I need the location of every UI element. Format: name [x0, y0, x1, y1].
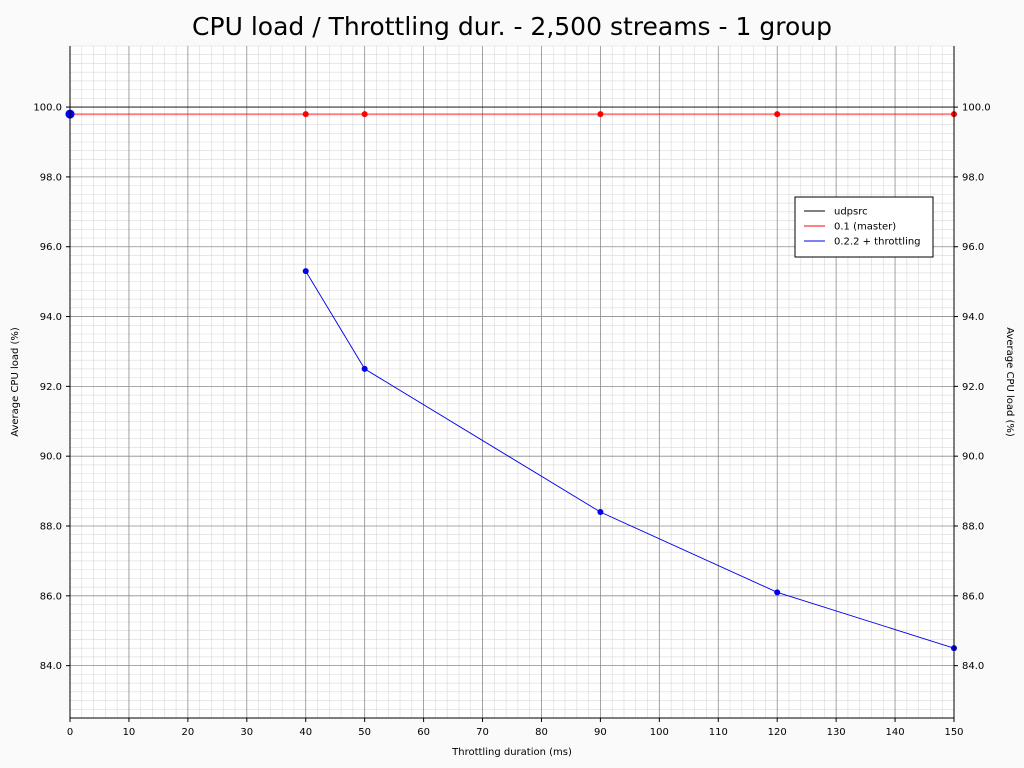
minor-grid: [70, 45, 954, 719]
legend-entry: 0.1 (master): [834, 222, 896, 233]
y-tick-label-left: 94.0: [40, 312, 62, 323]
y-axis-label-left: Average CPU load (%): [10, 327, 21, 437]
x-tick-label: 130: [827, 727, 846, 738]
x-tick-label: 50: [358, 727, 371, 738]
y-axis-ticks-left: 84.0 86.0 88.0 90.0 92.0 94.0 96.0 98.0 100.0: [33, 103, 70, 672]
axes-frame: [69, 46, 955, 719]
y-tick-label-right: 98.0: [962, 172, 984, 183]
y-tick-label-left: 86.0: [40, 591, 62, 602]
y-tick-label-left: 84.0: [40, 661, 62, 672]
data-point: [597, 111, 604, 118]
x-tick-label: 150: [944, 727, 963, 738]
data-point: [774, 589, 781, 596]
y-tick-label-right: 88.0: [962, 522, 984, 533]
y-tick-label-right: 92.0: [962, 382, 984, 393]
x-tick-label: 80: [535, 727, 548, 738]
y-tick-label-left: 98.0: [40, 172, 62, 183]
x-tick-label: 60: [417, 727, 430, 738]
x-tick-label: 140: [886, 727, 905, 738]
data-point: [774, 111, 781, 118]
x-tick-label: 70: [476, 727, 489, 738]
x-tick-label: 20: [181, 727, 194, 738]
x-tick-label: 90: [594, 727, 607, 738]
y-tick-label-left: 90.0: [40, 452, 62, 463]
series-layer: [65, 106, 957, 652]
y-axis-ticks-right: 84.0 86.0 88.0 90.0 92.0 94.0 96.0 98.0 100.0: [954, 103, 991, 672]
x-axis-ticks: 0 10 20 30 40 50 60 70 80 90 100 110 120 130 140 150: [67, 718, 964, 738]
data-point: [597, 509, 604, 516]
series-0-2-2-throttling: [65, 109, 957, 652]
x-tick-label: 120: [768, 727, 787, 738]
series-0-1-master-: [67, 111, 957, 118]
y-tick-label-left: 96.0: [40, 242, 62, 253]
x-tick-label: 110: [709, 727, 728, 738]
y-tick-label-left: 92.0: [40, 382, 62, 393]
x-axis-label: Throttling duration (ms): [451, 747, 572, 758]
legend: udpsrc 0.1 (master) 0.2.2 + throttling: [794, 196, 934, 258]
y-tick-label-right: 100.0: [962, 103, 991, 114]
y-tick-label-right: 86.0: [962, 591, 984, 602]
data-point: [302, 111, 309, 118]
legend-entry: 0.2.2 + throttling: [834, 237, 921, 248]
data-point: [361, 111, 368, 118]
y-tick-label-left: 100.0: [33, 103, 62, 114]
chart-title: CPU load / Throttling dur. - 2,500 strea…: [192, 12, 832, 41]
plot-area: [70, 46, 954, 718]
y-tick-label-left: 88.0: [40, 522, 62, 533]
y-axis-label-right: Average CPU load (%): [1004, 327, 1015, 437]
y-tick-label-right: 90.0: [962, 452, 984, 463]
x-tick-label: 30: [240, 727, 253, 738]
legend-box: [794, 196, 934, 258]
x-tick-label: 100: [650, 727, 669, 738]
y-tick-label-right: 94.0: [962, 312, 984, 323]
legend-entry: udpsrc: [834, 207, 868, 218]
y-tick-label-right: 96.0: [962, 242, 984, 253]
x-tick-label: 10: [123, 727, 136, 738]
data-point: [302, 268, 309, 275]
y-tick-label-right: 84.0: [962, 661, 984, 672]
plot-background: [70, 46, 954, 718]
x-tick-label: 40: [299, 727, 312, 738]
data-point: [361, 365, 368, 372]
x-tick-label: 0: [67, 727, 73, 738]
